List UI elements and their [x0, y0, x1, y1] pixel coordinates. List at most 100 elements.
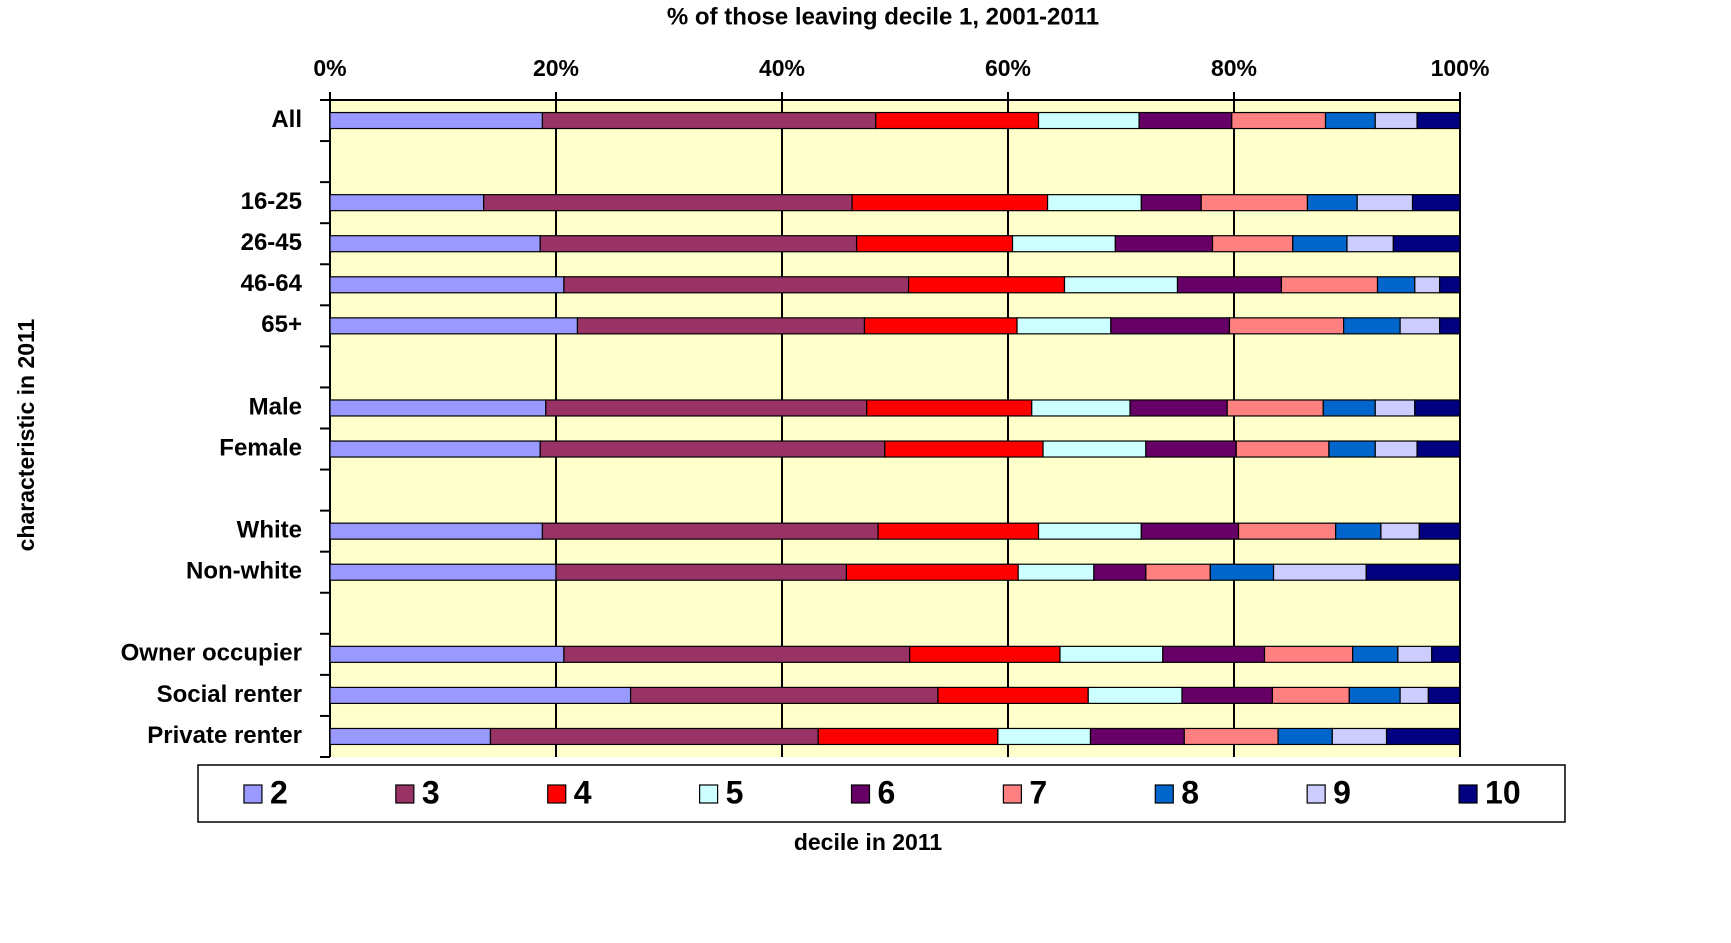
bar-segment	[1356, 194, 1414, 212]
bar-segment	[1271, 686, 1350, 705]
bar-segment	[1411, 194, 1461, 212]
bar-segment	[1042, 440, 1147, 458]
bar-segment	[329, 111, 544, 130]
y-tick-label: Male	[249, 393, 302, 420]
bar-segment	[1439, 317, 1461, 335]
bar-segment	[1376, 276, 1416, 294]
bar-segment	[909, 645, 1061, 663]
x-tick-label: 100%	[1431, 55, 1490, 81]
x-tick-label: 20%	[533, 55, 579, 81]
bar-segment	[1011, 235, 1116, 253]
bar-segment	[329, 563, 557, 581]
legend-swatch	[1306, 784, 1326, 804]
bar-segment	[1427, 686, 1461, 705]
bar-segment	[1176, 276, 1283, 294]
x-tick-label: 40%	[759, 55, 805, 81]
bar-segment	[539, 235, 858, 253]
legend-title: decile in 2011	[794, 829, 943, 855]
bar-segment	[1352, 645, 1399, 663]
bar-segment	[541, 522, 879, 540]
bar-segment	[1416, 111, 1461, 130]
y-tick-label: 26-45	[241, 229, 302, 256]
bar-segment	[329, 686, 632, 705]
bar-segment	[845, 563, 1019, 581]
bar-segment	[1226, 399, 1324, 417]
bar-segment	[1306, 194, 1358, 212]
legend-label: 6	[878, 774, 896, 810]
bar-segment	[1392, 235, 1461, 253]
bar-segment	[539, 440, 886, 458]
y-axis-label: characteristic in 2011	[13, 318, 39, 551]
bar-segment	[1037, 522, 1142, 540]
bar-segment	[863, 317, 1018, 335]
bar-segment	[329, 276, 565, 294]
y-tick-label: Owner occupier	[121, 640, 302, 667]
bar-segment	[1280, 276, 1379, 294]
bar-segment	[1228, 317, 1345, 335]
bar-segment	[1231, 111, 1327, 130]
bar-segment	[329, 194, 485, 212]
bar-segment	[1322, 399, 1376, 417]
bar-segment	[329, 645, 565, 663]
bar-segment	[875, 111, 1040, 130]
bar-segment	[1324, 111, 1376, 130]
bar-segment	[866, 399, 1033, 417]
bar-segment	[1374, 440, 1418, 458]
legend-label: 4	[574, 774, 592, 810]
bar-segment	[1277, 727, 1333, 746]
bar-segment	[563, 276, 910, 294]
bar-segment	[483, 194, 853, 212]
bar-segment	[545, 399, 868, 417]
bar-segment	[1331, 727, 1388, 746]
legend-swatch	[1002, 784, 1022, 804]
bar-segment	[1059, 645, 1164, 663]
x-tick-label: 60%	[985, 55, 1031, 81]
bar-segment	[937, 686, 1089, 705]
y-tick-label: Non-white	[186, 558, 302, 585]
bar-segment	[1374, 399, 1416, 417]
bar-segment	[1348, 686, 1401, 705]
bar-segment	[1016, 317, 1112, 335]
bar-segment	[907, 276, 1066, 294]
bar-segment	[1114, 235, 1214, 253]
bar-segment	[877, 522, 1040, 540]
legend-label: 8	[1181, 774, 1199, 810]
bar-segment	[997, 727, 1092, 746]
bar-segment	[1272, 563, 1367, 581]
bar-segment	[541, 111, 877, 130]
bar-segment	[629, 686, 939, 705]
bar-segment	[1089, 727, 1185, 746]
bar-segment	[1046, 194, 1142, 212]
bar-segment	[1200, 194, 1309, 212]
x-tick-label: 80%	[1211, 55, 1257, 81]
bar-segment	[1399, 686, 1429, 705]
bar-segment	[563, 645, 911, 663]
bar-segment	[1162, 645, 1266, 663]
bar-segment	[884, 440, 1044, 458]
bar-segment	[1140, 194, 1202, 212]
legend-box	[197, 764, 1566, 823]
bar-segment	[1292, 235, 1348, 253]
bar-segment	[329, 522, 544, 540]
bar-segment	[851, 194, 1049, 212]
bar-segment	[329, 727, 492, 746]
legend-swatch	[1154, 784, 1174, 804]
y-tick-label: All	[271, 106, 302, 133]
legend-swatch	[699, 784, 719, 804]
bar-segment	[1380, 522, 1420, 540]
bar-segment	[855, 235, 1014, 253]
bar-segment	[1063, 276, 1179, 294]
bar-segment	[1263, 645, 1354, 663]
bar-segment	[1031, 399, 1131, 417]
bar-segment	[1138, 111, 1233, 130]
bar-segment	[555, 563, 848, 581]
bar-segment	[1399, 317, 1441, 335]
bar-segment	[1181, 686, 1274, 705]
legend-label: 5	[726, 774, 744, 810]
bar-segment	[1418, 522, 1461, 540]
bar-segment	[1235, 440, 1330, 458]
legend-label: 2	[270, 774, 288, 810]
bar-segment	[1183, 727, 1279, 746]
bar-segment	[329, 440, 541, 458]
